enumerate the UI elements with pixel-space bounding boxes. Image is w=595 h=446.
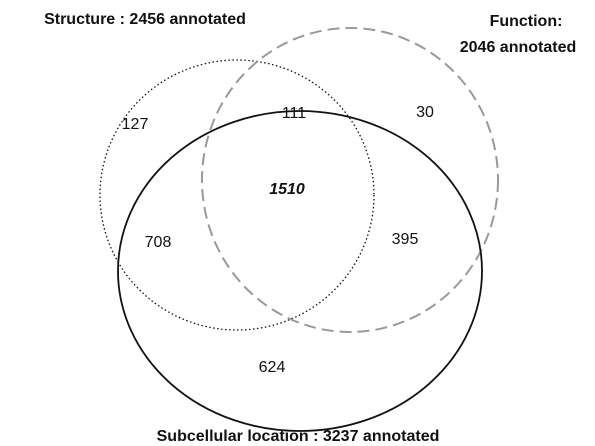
region-count: 127 [122,116,149,133]
set-label: Subcellular location : 3237 annotated [157,428,440,445]
set-label: Structure : 2456 annotated [44,11,246,28]
set-label: 2046 annotated [460,39,576,56]
set-label: Function: [490,13,563,30]
region-count: 624 [259,359,286,376]
structure-circle [99,59,375,331]
function-circle [201,27,499,333]
region-count: 395 [392,231,419,248]
location-circle [117,110,483,432]
region-count: 30 [416,104,434,121]
region-count: 708 [145,234,172,251]
region-count: 1510 [269,181,305,198]
region-count: 111 [282,105,306,122]
